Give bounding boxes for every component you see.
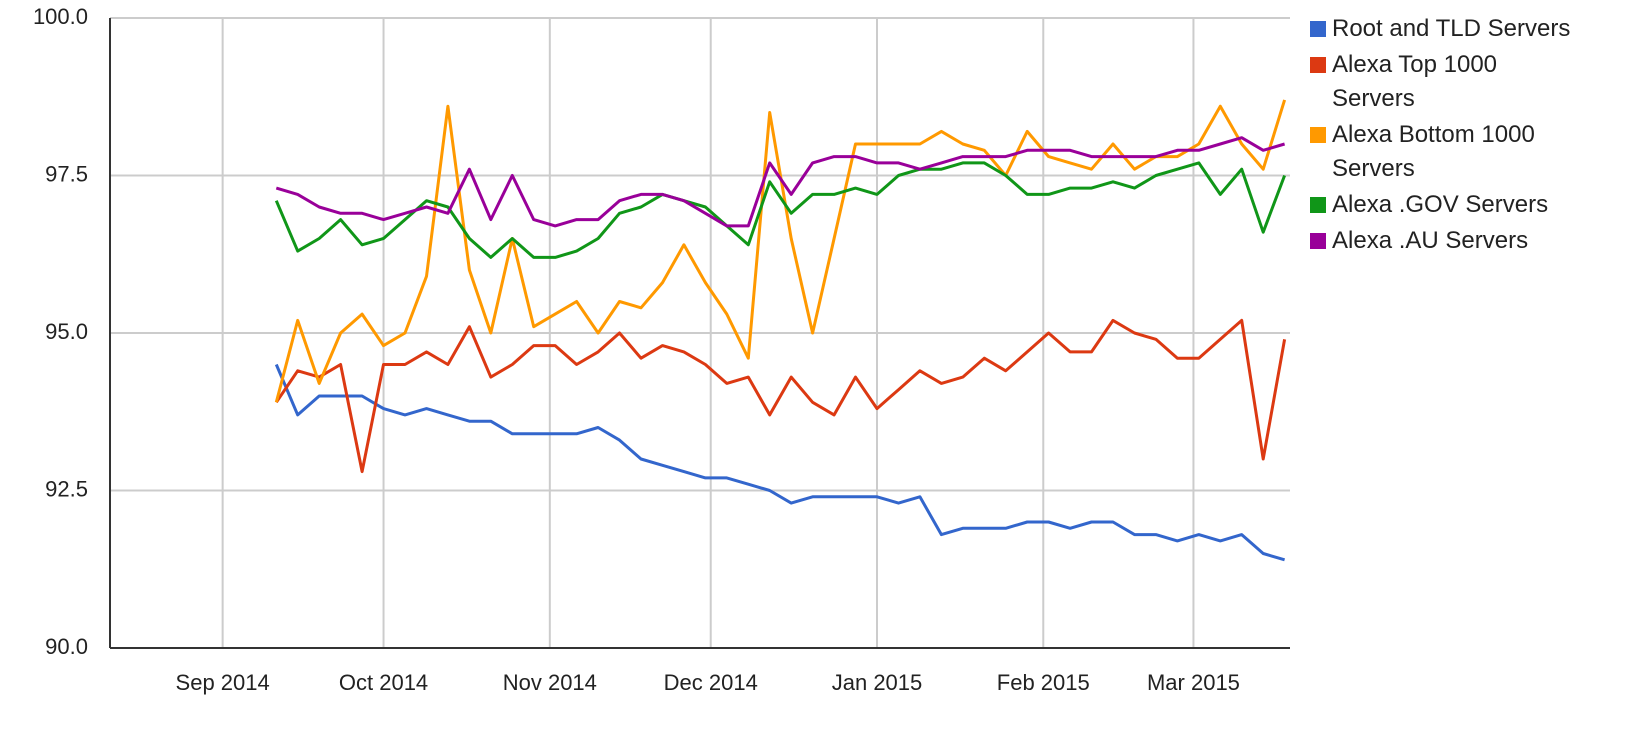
legend-item: Alexa .GOV Servers [1310,191,1630,222]
series-line [274,363,1286,562]
x-tick-label: Mar 2015 [1147,670,1240,695]
legend-item: Alexa Top 1000 Servers [1310,51,1630,116]
legend-label: Alexa Top 1000 Servers [1332,51,1498,112]
series-line [274,99,1287,403]
series-line [275,136,1286,228]
y-tick-label: 100.0 [33,4,88,29]
series-line [275,318,1287,474]
legend-label: Root and TLD Servers [1332,15,1571,42]
x-tick-label: Oct 2014 [339,670,428,695]
legend-label: Alexa .AU Servers [1332,227,1529,254]
legend-item: Root and TLD Servers [1310,15,1630,46]
x-tick-label: Dec 2014 [664,670,758,695]
y-tick-label: 92.5 [45,476,88,501]
legend-label: Alexa .GOV Servers [1332,191,1549,218]
legend-swatch [1310,233,1326,249]
legend-item: Alexa .AU Servers [1310,227,1630,258]
series-line [274,161,1287,259]
x-tick-label: Feb 2015 [997,670,1090,695]
legend-swatch [1310,197,1326,213]
legend-label: Alexa Bottom 1000 Servers [1332,121,1535,182]
x-tick-label: Sep 2014 [176,670,270,695]
legend-swatch [1310,21,1326,37]
y-tick-label: 90.0 [45,634,88,659]
legend-swatch [1310,127,1326,143]
chart: Sep 2014 Oct 2014 Nov 2014 Dec 2014 Jan 2015… [33,4,1290,695]
legend-item: Alexa Bottom 1000 Servers [1310,121,1630,186]
y-tick-label: 97.5 [45,161,88,186]
legend-swatch [1310,57,1326,73]
x-tick-label: Nov 2014 [503,670,597,695]
x-tick-label: Jan 2015 [832,670,923,695]
y-tick-label: 95.0 [45,319,88,344]
legend: Root and TLD Servers Alexa Top 1000 Serve… [1310,15,1630,264]
